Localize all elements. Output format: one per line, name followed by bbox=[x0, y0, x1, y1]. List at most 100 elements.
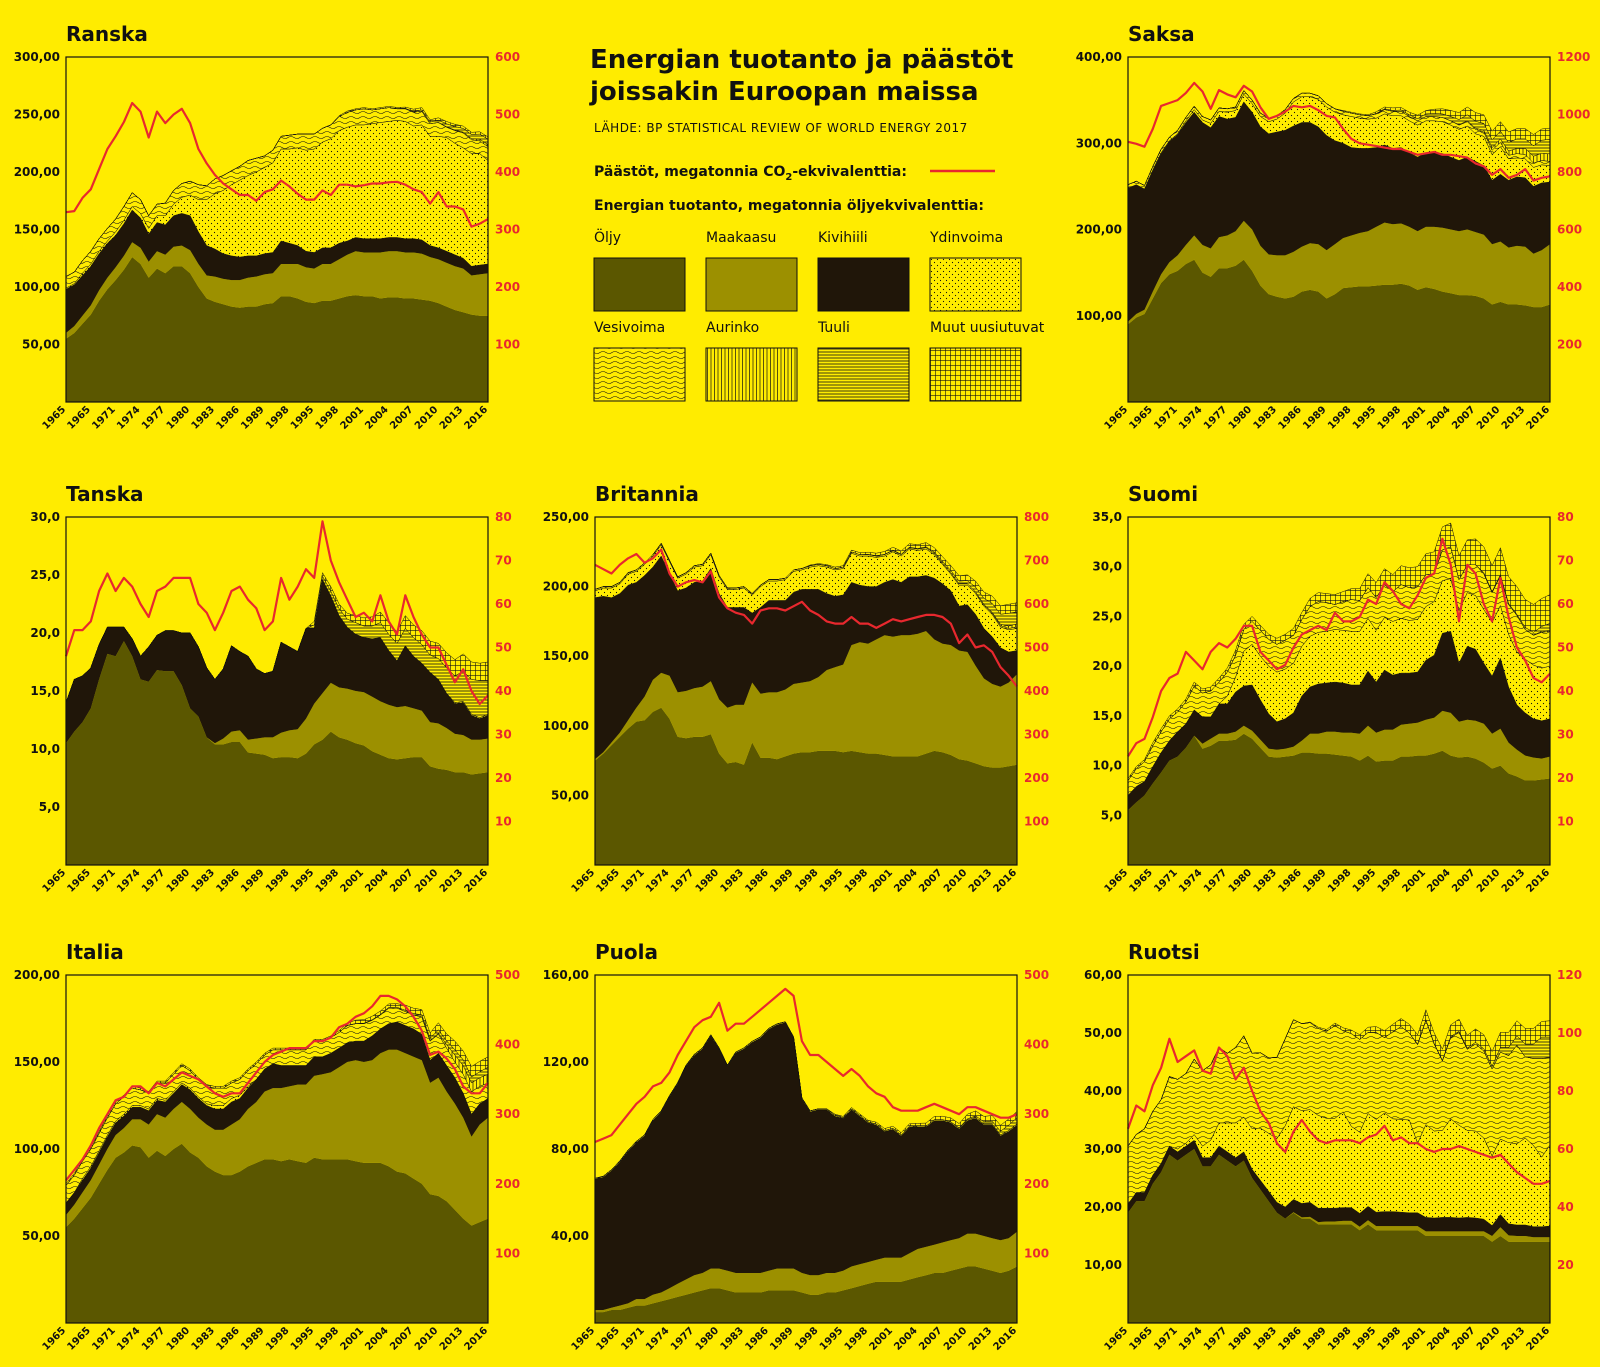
x-tick-label: 1977 bbox=[669, 867, 696, 894]
y2-tick-label: 100 bbox=[495, 338, 520, 352]
y-tick-label: 200,00 bbox=[1076, 223, 1122, 237]
x-tick-label: 1980 bbox=[1227, 404, 1254, 431]
plot-frame bbox=[65, 516, 489, 866]
production-label: Energian tuotanto, megatonnia öljyekviva… bbox=[594, 198, 984, 214]
y-tick-label: 5,0 bbox=[39, 800, 60, 814]
area-coal bbox=[66, 579, 488, 744]
x-tick-label: 1989 bbox=[239, 1325, 266, 1352]
emissions-line bbox=[65, 994, 489, 1181]
main-title-line2: joissakin Euroopan maissa bbox=[589, 77, 979, 107]
y2-tick-label: 400 bbox=[1024, 684, 1049, 698]
x-tick-label: 2010 bbox=[1475, 404, 1502, 431]
area-coal bbox=[66, 1022, 488, 1216]
x-tick-label: 2004 bbox=[363, 867, 390, 894]
x-tick-label: 1977 bbox=[140, 404, 167, 431]
legend-swatch-oil bbox=[593, 257, 686, 312]
x-tick-label: 2016 bbox=[463, 1325, 490, 1352]
y-tick-label: 150,00 bbox=[14, 223, 60, 237]
y-tick-label: 160,00 bbox=[543, 968, 589, 982]
x-tick-label: 1998 bbox=[843, 1325, 870, 1352]
x-tick-label: 1971 bbox=[90, 867, 117, 894]
x-tick-label: 2013 bbox=[438, 1325, 465, 1352]
x-tick-label: 1980 bbox=[1227, 1325, 1254, 1352]
y-tick-label: 20,0 bbox=[1092, 659, 1122, 673]
y2-tick-label: 600 bbox=[1024, 597, 1049, 611]
x-tick-label: 2004 bbox=[363, 1325, 390, 1352]
x-tick-label: 1986 bbox=[743, 867, 770, 894]
x-tick-label: 1971 bbox=[1152, 867, 1179, 894]
area-oil bbox=[66, 257, 488, 402]
chart-title: Ranska bbox=[66, 22, 148, 46]
x-tick-label: 1965 bbox=[65, 1325, 92, 1352]
x-tick-label: 1998 bbox=[1326, 404, 1353, 431]
x-tick-label: 2001 bbox=[339, 1325, 366, 1352]
x-tick-label: 1998 bbox=[314, 1325, 341, 1352]
y2-tick-label: 10 bbox=[1557, 815, 1574, 829]
y2-tick-label: 1000 bbox=[1557, 108, 1590, 122]
y2-tick-label: 300 bbox=[495, 223, 520, 237]
y2-tick-label: 70 bbox=[495, 554, 512, 568]
chart-title: Tanska bbox=[66, 482, 144, 506]
plot-frame bbox=[1127, 974, 1551, 1324]
legend-label-wind: Tuuli bbox=[817, 320, 850, 336]
x-tick-label: 2004 bbox=[1425, 1325, 1452, 1352]
x-tick-label: 2016 bbox=[463, 404, 490, 431]
x-tick-label: 1995 bbox=[1351, 867, 1378, 894]
x-tick-label: 2016 bbox=[1525, 1325, 1552, 1352]
chart-ruotsi: Ruotsi 10,00 20,00 30,00 40,00 50,00 60,00 20 40… bbox=[1084, 940, 1582, 1353]
x-tick-label: 2004 bbox=[1425, 404, 1452, 431]
y-tick-label: 250,00 bbox=[14, 108, 60, 122]
x-tick-label: 1986 bbox=[214, 1325, 241, 1352]
x-tick-label: 2001 bbox=[339, 404, 366, 431]
x-tick-label: 2013 bbox=[438, 867, 465, 894]
x-tick-label: 1986 bbox=[743, 1325, 770, 1352]
x-tick-label: 2004 bbox=[1425, 867, 1452, 894]
x-tick-label: 2007 bbox=[388, 867, 415, 894]
x-tick-label: 1998 bbox=[1376, 867, 1403, 894]
x-tick-label: 2010 bbox=[942, 1325, 969, 1352]
x-tick-label: 1965 bbox=[570, 1325, 597, 1352]
emissions-line bbox=[65, 101, 489, 228]
x-tick-label: 1965 bbox=[41, 867, 68, 894]
legend-swatch-coal bbox=[817, 257, 910, 312]
y-tick-label: 35,0 bbox=[1092, 510, 1122, 524]
legend-swatch-nuclear bbox=[929, 257, 1022, 312]
y2-tick-label: 300 bbox=[1024, 728, 1049, 742]
x-tick-label: 2016 bbox=[1525, 867, 1552, 894]
y-tick-label: 15,0 bbox=[1092, 709, 1122, 723]
y-tick-label: 50,00 bbox=[22, 1229, 60, 1243]
y2-tick-label: 40 bbox=[1557, 684, 1574, 698]
y2-tick-label: 800 bbox=[1024, 510, 1049, 524]
y-tick-label: 30,00 bbox=[1084, 1142, 1122, 1156]
emissions-label-post: -ekvivalenttia: bbox=[792, 164, 907, 180]
area-coal bbox=[595, 1022, 1017, 1310]
x-tick-label: 2004 bbox=[363, 404, 390, 431]
y-tick-label: 300,00 bbox=[14, 50, 60, 64]
chart-saksa: Saksa 100,00 200,00 300,00 400,00 200 400 600 80… bbox=[1076, 22, 1591, 432]
x-tick-label: 1977 bbox=[140, 867, 167, 894]
emissions-line bbox=[594, 548, 1018, 688]
legend-label-coal: Kivihiili bbox=[818, 230, 868, 246]
y2-tick-label: 50 bbox=[495, 641, 512, 655]
x-tick-label: 1965 bbox=[65, 404, 92, 431]
x-tick-label: 1998 bbox=[1326, 867, 1353, 894]
x-tick-label: 2007 bbox=[1450, 867, 1477, 894]
x-tick-label: 1965 bbox=[1127, 1325, 1154, 1352]
x-tick-label: 1980 bbox=[1227, 867, 1254, 894]
y-tick-label: 150,00 bbox=[14, 1055, 60, 1069]
plot-frame bbox=[1127, 56, 1551, 403]
x-tick-label: 1971 bbox=[1152, 404, 1179, 431]
y2-tick-label: 800 bbox=[1557, 165, 1582, 179]
x-tick-label: 1986 bbox=[214, 867, 241, 894]
chart-title: Puola bbox=[595, 940, 658, 964]
y2-tick-label: 20 bbox=[495, 771, 512, 785]
x-tick-label: 2010 bbox=[413, 867, 440, 894]
x-tick-label: 1965 bbox=[1127, 867, 1154, 894]
x-tick-label: 1998 bbox=[843, 867, 870, 894]
y2-tick-label: 500 bbox=[495, 108, 520, 122]
source-label: LÄHDE: BP STATISTICAL REVIEW OF WORLD EN… bbox=[594, 120, 968, 135]
x-tick-label: 2001 bbox=[868, 1325, 895, 1352]
area-oil bbox=[1128, 259, 1550, 402]
x-tick-label: 1965 bbox=[594, 1325, 621, 1352]
x-tick-label: 1977 bbox=[1202, 1325, 1229, 1352]
